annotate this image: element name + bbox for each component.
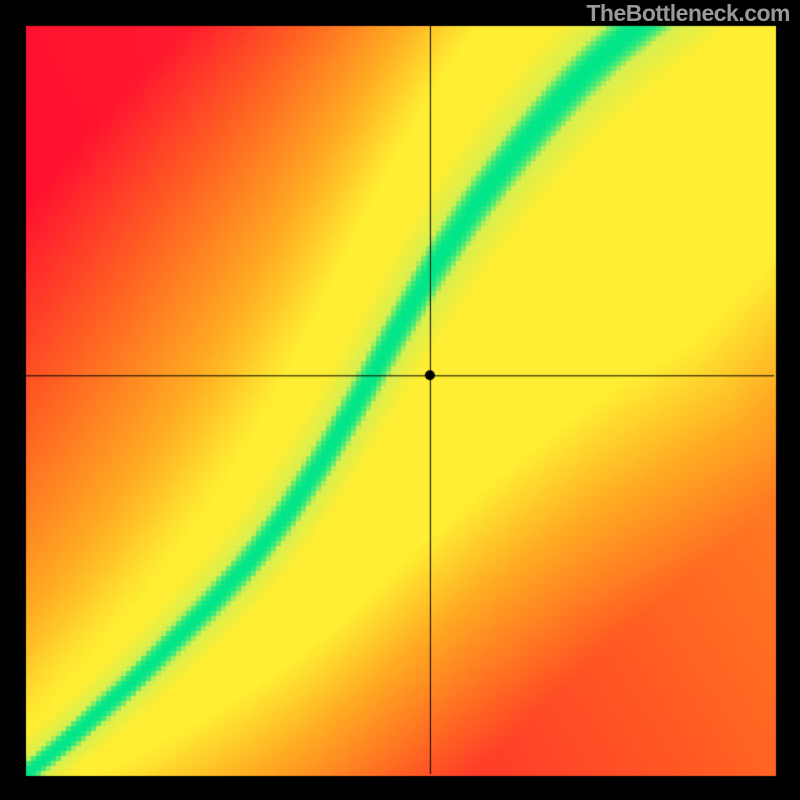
gradient-canvas [0, 0, 800, 800]
watermark-label: TheBottleneck.com [586, 0, 790, 27]
chart-container: TheBottleneck.com [0, 0, 800, 800]
